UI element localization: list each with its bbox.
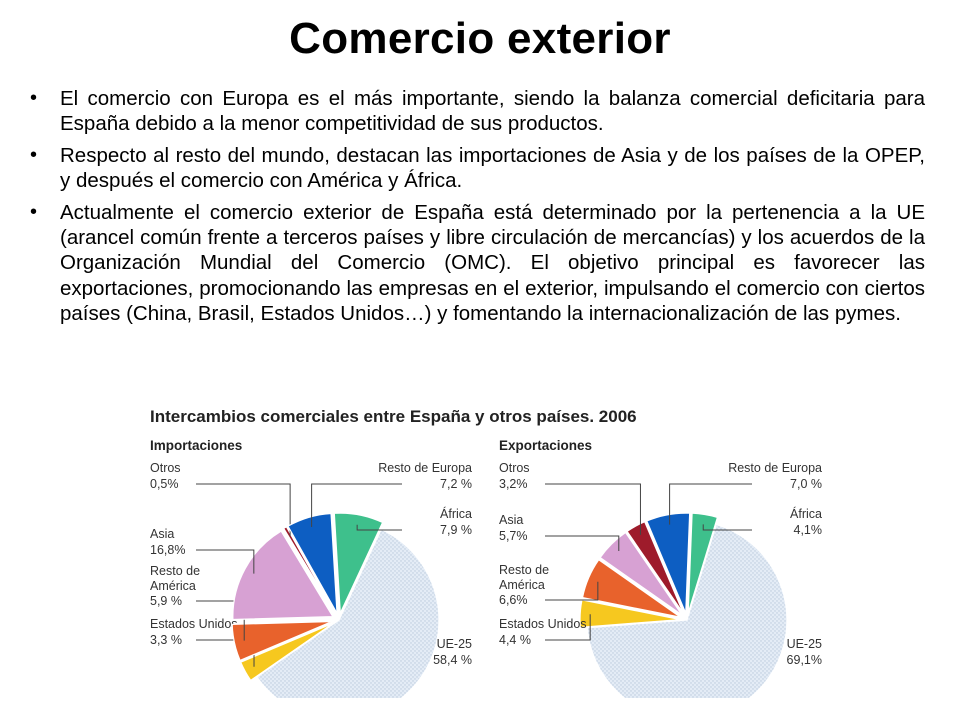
bullet-text: Respecto al resto del mundo, destacan la… (60, 143, 925, 193)
bullet-item: • Respecto al resto del mundo, destacan … (30, 143, 925, 194)
pie-slice-ue-25 (586, 523, 788, 720)
pie-slice-resto-de-europa (646, 512, 691, 614)
pie-slice-otros (626, 520, 685, 615)
pie-label-resto-de-america: Resto de (150, 564, 200, 578)
pie-value-ue-25: 69,1% (787, 653, 822, 667)
pie-slice-estados-unidos (239, 622, 334, 682)
pie-value-resto-de-europa: 7,2 % (440, 477, 472, 491)
bullet-dot-icon: • (30, 200, 38, 223)
pie-label-ue-25: UE-25 (437, 637, 472, 651)
pie-value-resto-de-america: 5,9 % (150, 594, 182, 608)
leader-line-resto-de-europa (311, 483, 402, 527)
bullet-dot-icon: • (30, 87, 38, 109)
pie-label-estados-unidos: Estados Unidos (499, 617, 587, 631)
pie-value-asia: 5,7% (499, 529, 528, 543)
bullet-dot-icon: • (30, 143, 38, 166)
leader-line-asia (545, 535, 620, 552)
bullet-item: • El comercio con Europa es el más impor… (30, 86, 925, 137)
imports-title: Importaciones (150, 438, 242, 453)
pie-value-estados-unidos: 4,4 % (499, 633, 531, 647)
exports-title: Exportaciones (499, 438, 592, 453)
pie-label-resto-de-america: Resto de (499, 563, 549, 577)
pie-label-africa: África (790, 506, 822, 521)
pie-label-estados-unidos: Estados Unidos (150, 617, 238, 631)
leader-line-otros (545, 483, 641, 535)
pie-label-africa: África (440, 506, 472, 521)
slide-title: Comercio exterior (289, 14, 671, 63)
bullet-list: • El comercio con Europa es el más impor… (30, 86, 925, 333)
leader-line-estados-unidos (545, 614, 591, 641)
pie-label-resto-de-america: América (150, 579, 196, 593)
trade-figure: Intercambios comerciales entre España y … (142, 398, 832, 720)
pie-label-resto-de-europa: Resto de Europa (728, 461, 822, 475)
leader-line-resto-de-europa (669, 483, 752, 525)
pie-label-resto-de-america: América (499, 578, 545, 592)
leader-line-resto-de-america (545, 581, 599, 601)
pie-value-ue-25: 58,4 % (433, 653, 472, 667)
pie-slice-asia (232, 530, 334, 621)
pie-value-otros: 3,2% (499, 477, 528, 491)
pie-value-resto-de-america: 6,6% (499, 593, 528, 607)
leader-line-otros (196, 483, 291, 537)
bullet-item: • Actualmente el comercio exterior de Es… (30, 200, 925, 327)
pie-slice-resto-de-america (581, 558, 681, 618)
pie-value-africa: 7,9 % (440, 523, 472, 537)
leader-line-africa (702, 524, 752, 531)
pie-label-asia: Asia (150, 527, 174, 541)
leader-line-africa (356, 524, 402, 531)
pie-slice-otros (282, 525, 336, 615)
pie-label-otros: Otros (150, 461, 181, 475)
pie-value-africa: 4,1% (794, 523, 823, 537)
pie-slice-asia (599, 531, 683, 616)
pie-label-resto-de-europa: Resto de Europa (378, 461, 472, 475)
pie-slice-africa (333, 512, 384, 614)
trade-pie-charts: Intercambios comerciales entre España y … (150, 407, 823, 720)
pie-value-estados-unidos: 3,3 % (150, 633, 182, 647)
pie-value-otros: 0,5% (150, 477, 179, 491)
pie-value-asia: 16,8% (150, 543, 185, 557)
bullet-text: Actualmente el comercio exterior de Espa… (60, 200, 925, 326)
leader-line-asia (196, 549, 255, 574)
pie-label-ue-25: UE-25 (787, 637, 822, 651)
pie-slice-resto-de-europa (287, 512, 338, 614)
pie-slice-resto-de-america (231, 620, 333, 662)
bullet-text: El comercio con Europa es el más importa… (60, 87, 925, 136)
pie-value-resto-de-europa: 7,0 % (790, 477, 822, 491)
figure-title: Intercambios comerciales entre España y … (150, 407, 637, 426)
pie-label-otros: Otros (499, 461, 530, 475)
pie-label-asia: Asia (499, 513, 523, 527)
pie-slice-africa (687, 512, 719, 614)
